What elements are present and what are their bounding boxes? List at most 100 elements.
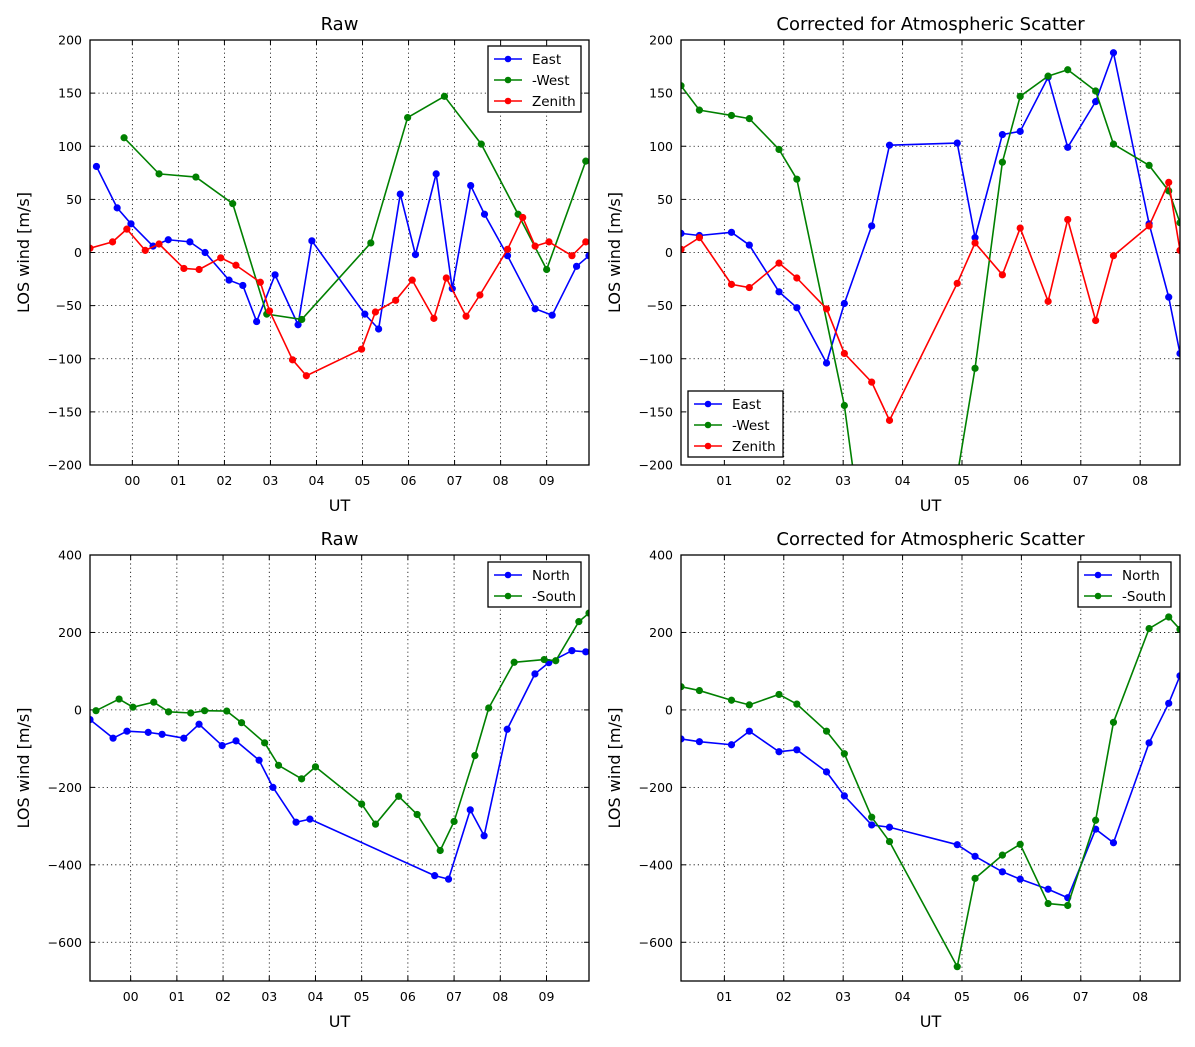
series-east	[92, 162, 589, 333]
data-point	[822, 727, 831, 735]
data-point	[572, 262, 581, 270]
data-point	[568, 647, 576, 655]
x-tick-label: 02	[776, 473, 792, 488]
data-point	[1165, 613, 1173, 621]
x-tick-label: 05	[355, 473, 371, 488]
x-tick-label: 06	[400, 989, 416, 1004]
data-point	[953, 963, 961, 971]
series-east	[681, 49, 1180, 367]
y-tick-label: −600	[48, 935, 82, 950]
data-point	[223, 707, 231, 715]
data-point	[218, 741, 226, 750]
data-point	[395, 792, 403, 800]
chart-title: Raw	[321, 529, 359, 550]
data-point	[265, 307, 274, 315]
data-point	[476, 291, 484, 299]
legend-swatch-marker	[704, 400, 712, 408]
data-point	[822, 359, 831, 367]
x-tick-label: 02	[215, 989, 231, 1004]
data-point	[442, 274, 450, 282]
data-point	[775, 288, 783, 296]
data-point	[1064, 143, 1072, 151]
data-point	[503, 245, 512, 253]
x-axis-label: UT	[920, 496, 942, 515]
legend-swatch-marker	[504, 571, 512, 579]
data-point	[582, 157, 589, 165]
data-point	[695, 234, 704, 242]
data-point	[1145, 222, 1153, 230]
data-point	[371, 308, 380, 316]
x-tick-label: 08	[1132, 473, 1148, 488]
data-point	[90, 244, 94, 252]
y-tick-label: −400	[639, 857, 673, 872]
data-point	[430, 314, 438, 322]
data-point	[432, 170, 440, 178]
data-point	[113, 204, 121, 212]
legend-entry-label: North	[532, 568, 570, 584]
y-tick-label: −50	[56, 298, 82, 313]
y-tick-label: 200	[58, 33, 82, 48]
series-line	[681, 675, 1180, 899]
data-point	[274, 761, 283, 769]
y-tick-label: 200	[649, 625, 673, 640]
y-tick-label: 0	[665, 245, 673, 260]
data-point	[1016, 127, 1024, 135]
y-tick-label: 100	[649, 139, 673, 154]
data-point	[695, 738, 704, 746]
data-point	[485, 704, 493, 712]
data-point	[531, 670, 539, 678]
data-point	[195, 720, 203, 728]
x-tick-label: 06	[1013, 473, 1029, 488]
y-tick-label: −100	[639, 351, 673, 366]
data-point	[129, 703, 137, 711]
data-point	[237, 719, 246, 727]
data-point	[120, 134, 128, 142]
data-point	[971, 239, 979, 247]
data-point	[727, 280, 736, 288]
data-point	[1109, 140, 1118, 148]
data-point	[885, 416, 894, 424]
data-point	[371, 820, 380, 828]
data-point	[431, 872, 439, 880]
data-point	[727, 228, 736, 236]
data-point	[306, 815, 314, 823]
data-point	[840, 792, 848, 800]
x-tick-label: 01	[716, 989, 732, 1004]
series-zenith	[90, 213, 589, 380]
y-tick-label: −50	[647, 298, 673, 313]
data-point	[375, 325, 383, 333]
series-north	[681, 672, 1180, 902]
data-point	[953, 841, 961, 849]
data-point	[413, 810, 421, 819]
x-axis-label: UT	[329, 1012, 351, 1031]
x-tick-label: 03	[835, 989, 851, 1004]
data-point	[187, 709, 195, 717]
data-point	[775, 690, 783, 699]
x-tick-label: 04	[308, 989, 324, 1004]
y-tick-label: 0	[74, 245, 82, 260]
x-tick-label: 05	[354, 989, 370, 1004]
data-point	[357, 345, 366, 353]
data-point	[180, 264, 188, 273]
data-point	[953, 139, 961, 147]
x-tick-label: 07	[1073, 473, 1089, 488]
data-point	[225, 276, 233, 284]
chart-title: Corrected for Atmospheric Scatter	[776, 14, 1085, 35]
data-point	[727, 696, 736, 704]
x-tick-label: 02	[776, 989, 792, 1004]
data-point	[358, 800, 366, 808]
y-tick-label: 0	[665, 702, 673, 717]
data-point	[255, 756, 263, 764]
data-point	[793, 746, 801, 754]
data-point	[543, 265, 551, 274]
x-tick-label: 00	[123, 989, 139, 1004]
x-tick-label: 04	[895, 989, 911, 1004]
legend-swatch-marker	[1094, 592, 1102, 600]
data-point	[392, 296, 400, 304]
y-axis-label: LOS wind [m/s]	[14, 708, 33, 829]
data-point	[408, 276, 416, 284]
data-point	[885, 837, 894, 846]
x-tick-label: 09	[539, 473, 555, 488]
data-point	[404, 113, 412, 122]
